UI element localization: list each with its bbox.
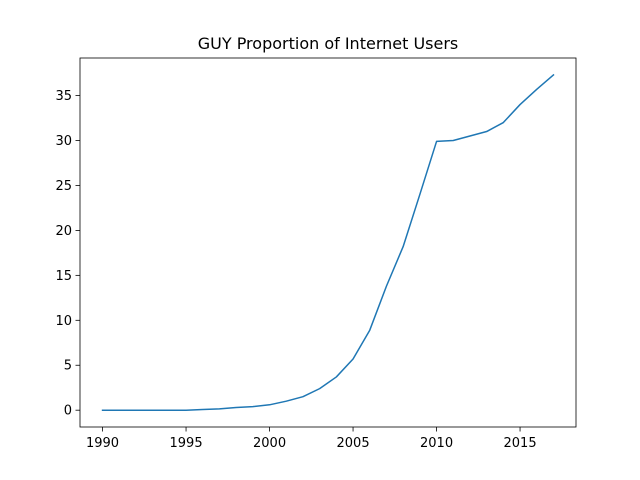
axes-frame [79, 57, 577, 428]
y-tick-label: 30 [55, 134, 72, 149]
y-tick-label: 25 [55, 179, 72, 194]
y-tick-label: 5 [64, 359, 72, 374]
x-tick-label: 1995 [170, 436, 203, 451]
y-tick-label: 15 [55, 269, 72, 284]
x-tick-label: 2000 [253, 436, 286, 451]
x-tick-label: 1990 [86, 436, 119, 451]
x-tick-label: 2005 [337, 436, 370, 451]
series-line-0 [101, 73, 555, 411]
x-tick-label: 2010 [420, 436, 453, 451]
y-tick-label: 0 [64, 404, 72, 419]
axes: 1990 1995 2000 2005 2010 2015 0 5 10 15 20 25 30 35 [55, 57, 577, 451]
y-tick-label: 35 [55, 89, 72, 104]
y-tick-label: 10 [55, 314, 72, 329]
x-tick-label: 2015 [504, 436, 537, 451]
plot-area [101, 73, 555, 411]
chart-title: GUY Proportion of Internet Users [198, 34, 459, 53]
y-tick-label: 20 [55, 224, 72, 239]
